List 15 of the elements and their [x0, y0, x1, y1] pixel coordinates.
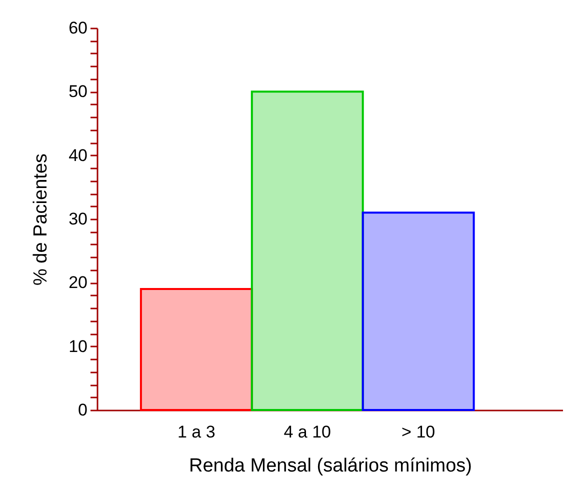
y-tick-label: 30	[68, 210, 88, 228]
x-tick-label: 4 a 10	[284, 422, 331, 442]
x-axis-title: Renda Mensal (salários mínimos)	[189, 456, 472, 476]
bar	[362, 212, 475, 411]
bar	[140, 288, 253, 411]
y-axis-title: % de Pacientes	[30, 153, 52, 286]
y-tick-label: 40	[68, 146, 88, 165]
y-tick-label: 0	[78, 400, 88, 420]
y-tick-label: 20	[68, 273, 88, 292]
y-tick-label: 60	[68, 18, 88, 38]
bar	[250, 90, 364, 411]
x-tick-label: 1 a 3	[178, 422, 216, 442]
y-tick-label: 10	[68, 336, 88, 356]
x-tick-label: > 10	[402, 422, 436, 442]
y-tick-label: 50	[68, 82, 88, 102]
